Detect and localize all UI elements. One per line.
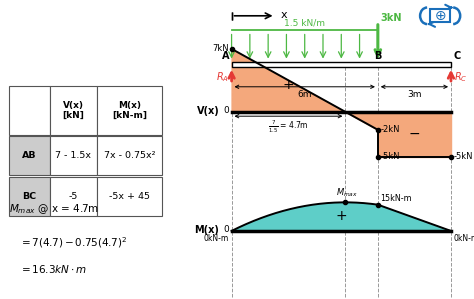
Text: 7kN: 7kN — [212, 44, 229, 53]
Text: 7 - 1.5x: 7 - 1.5x — [55, 151, 91, 161]
Text: B: B — [374, 51, 382, 60]
Text: V(x): V(x) — [197, 106, 219, 116]
Bar — [50, 136, 97, 175]
Text: 3m: 3m — [407, 90, 422, 99]
Text: $M_{max}$: $M_{max}$ — [336, 187, 358, 199]
Text: 0: 0 — [223, 106, 229, 115]
Text: $M_{max}$ @ x = 4.7m: $M_{max}$ @ x = 4.7m — [9, 202, 98, 216]
Text: $R_C$: $R_C$ — [454, 70, 467, 84]
Text: 0: 0 — [223, 225, 229, 234]
Text: $= 7(4.7) - 0.75(4.7)^2$: $= 7(4.7) - 0.75(4.7)^2$ — [19, 235, 128, 250]
Text: 1.5 kN/m: 1.5 kN/m — [284, 19, 325, 28]
Bar — [9, 86, 50, 135]
Bar — [232, 62, 451, 67]
Text: -2kN: -2kN — [381, 125, 400, 134]
Text: $\frac{7}{1.5}$ = 4.7m: $\frac{7}{1.5}$ = 4.7m — [268, 119, 309, 135]
Text: 3kN: 3kN — [380, 13, 401, 23]
Text: +: + — [283, 78, 294, 92]
Text: -5x + 45: -5x + 45 — [109, 192, 150, 201]
Text: −: − — [409, 127, 420, 141]
Text: 0kN-m: 0kN-m — [454, 234, 474, 243]
Bar — [97, 86, 162, 135]
Text: +: + — [336, 209, 347, 223]
Text: -5kN: -5kN — [381, 152, 400, 161]
Text: 15kN-m: 15kN-m — [381, 194, 412, 203]
Text: M(x): M(x) — [194, 225, 219, 235]
Text: M(x)
[kN-m]: M(x) [kN-m] — [112, 100, 147, 120]
Text: C: C — [453, 51, 460, 60]
Bar — [50, 177, 97, 216]
Bar — [50, 86, 97, 135]
Text: A: A — [222, 51, 229, 60]
Bar — [9, 136, 50, 175]
Bar — [9, 177, 50, 216]
Text: 7x - 0.75x²: 7x - 0.75x² — [104, 151, 155, 161]
Text: 0kN-m: 0kN-m — [204, 234, 229, 243]
Text: $R_A$: $R_A$ — [216, 70, 229, 84]
Text: AB: AB — [22, 151, 36, 161]
Bar — [97, 136, 162, 175]
Text: x: x — [280, 10, 287, 20]
Bar — [430, 9, 450, 22]
Text: -5kN: -5kN — [454, 152, 473, 161]
Text: $= 16.3kN \cdot m$: $= 16.3kN \cdot m$ — [19, 263, 88, 275]
Text: BC: BC — [22, 192, 36, 201]
Text: 6m: 6m — [298, 90, 312, 99]
Bar — [97, 177, 162, 216]
Text: $\oplus$: $\oplus$ — [434, 9, 447, 23]
Text: -5: -5 — [69, 192, 78, 201]
Text: V(x)
[kN]: V(x) [kN] — [63, 100, 84, 120]
